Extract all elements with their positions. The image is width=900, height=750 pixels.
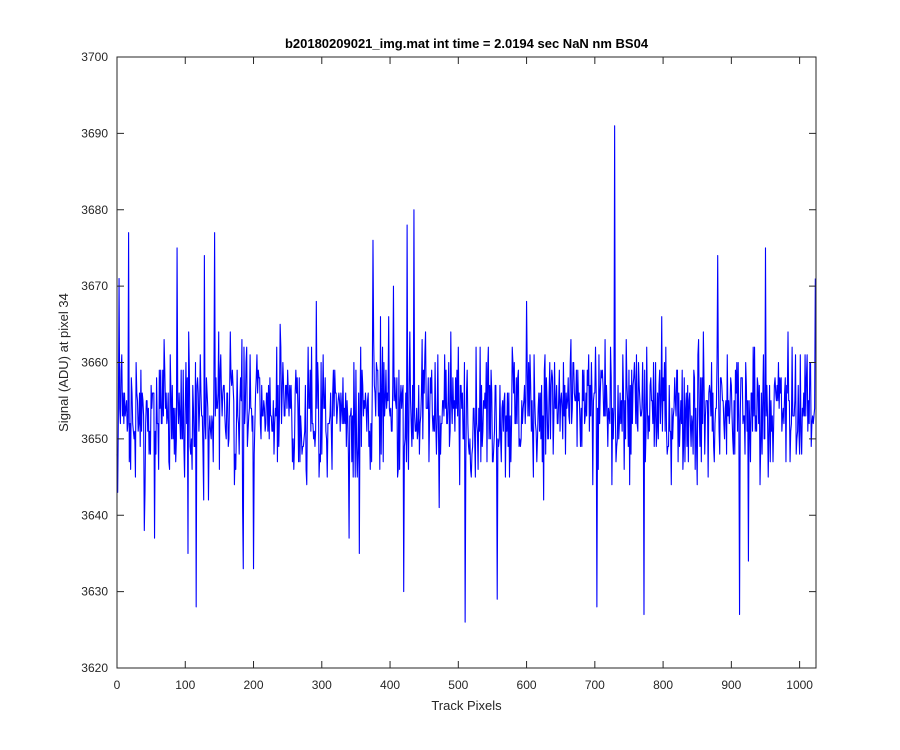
y-tick-label: 3700 <box>81 50 108 64</box>
x-tick-label: 900 <box>721 678 741 692</box>
x-tick-label: 500 <box>448 678 468 692</box>
plot-background <box>117 57 816 668</box>
axes: 0 100 200 300 400 500 600 700 800 900 1000 3620 3630… <box>81 50 817 692</box>
chart-title: b20180209021_img.mat int time = 2.0194 s… <box>285 36 649 51</box>
x-axis-title: Track Pixels <box>431 698 502 713</box>
x-tick-label: 800 <box>653 678 673 692</box>
y-tick-label: 3680 <box>81 203 108 217</box>
x-tick-label: 600 <box>517 678 537 692</box>
y-tick-label: 3630 <box>81 585 108 599</box>
x-tick-label: 100 <box>175 678 195 692</box>
series-layer <box>116 125 816 623</box>
y-tick-label: 3690 <box>81 126 108 140</box>
y-tick-label: 3650 <box>81 432 108 446</box>
y-tick-label: 3670 <box>81 279 108 293</box>
x-tick-label: 1000 <box>786 678 813 692</box>
x-tick-label: 0 <box>114 678 121 692</box>
plot-area <box>117 57 816 668</box>
x-tick-label: 200 <box>244 678 264 692</box>
series-line <box>116 125 816 623</box>
y-tick-label: 3640 <box>81 508 108 522</box>
y-tick-label: 3620 <box>81 661 108 675</box>
x-tick-label: 400 <box>380 678 400 692</box>
x-tick-label: 700 <box>585 678 605 692</box>
y-axis-title: Signal (ADU) at pixel 34 <box>56 293 71 432</box>
x-tick-label: 300 <box>312 678 332 692</box>
y-tick-label: 3660 <box>81 356 108 370</box>
